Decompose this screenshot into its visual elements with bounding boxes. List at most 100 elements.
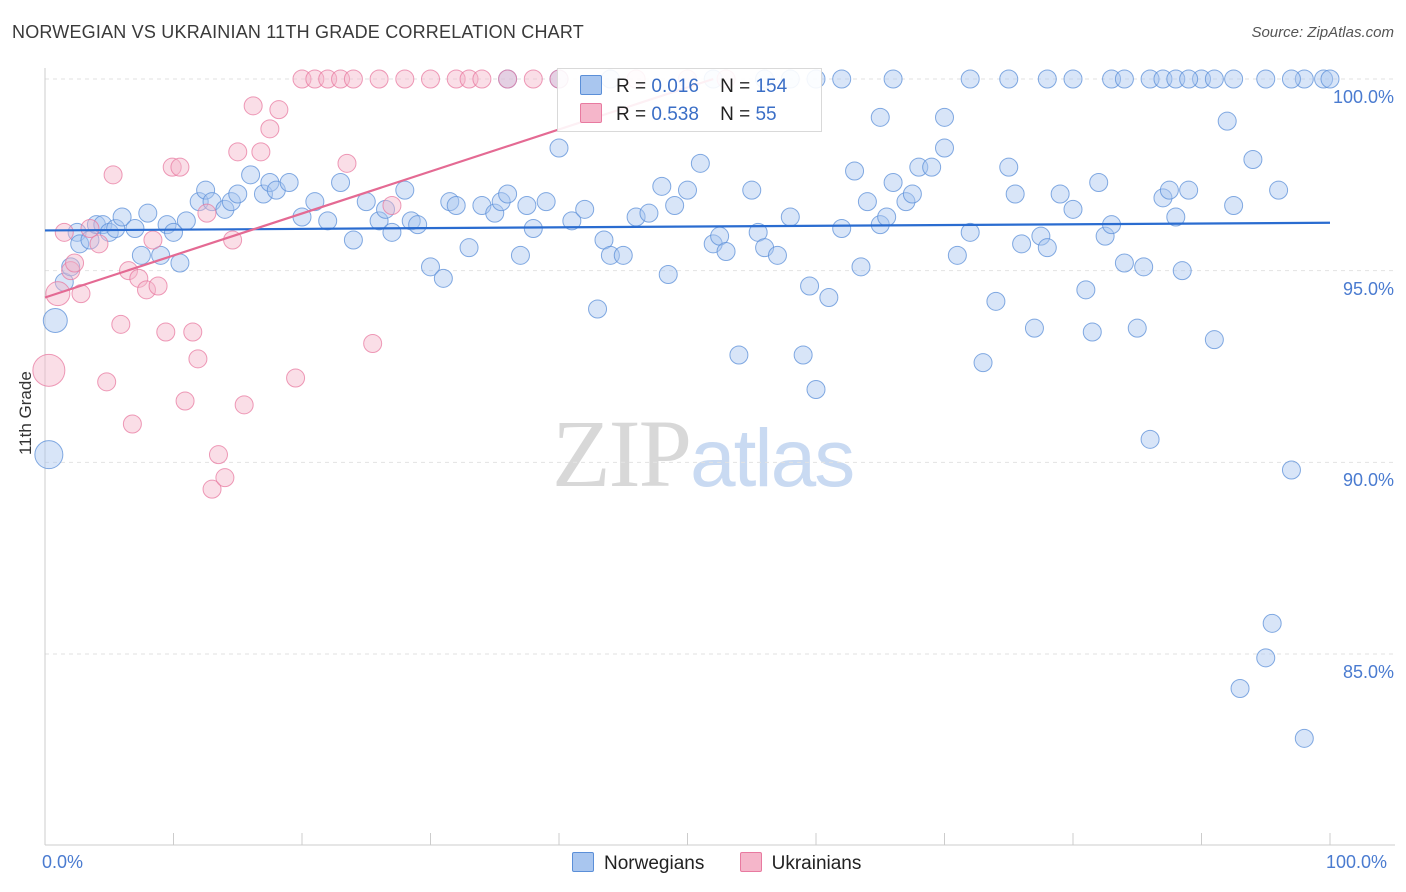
norwegian-point xyxy=(1204,69,1224,89)
norwegian-point xyxy=(369,211,389,231)
norwegian-point xyxy=(1159,180,1179,200)
norwegian-point xyxy=(1172,261,1192,281)
norwegian-point xyxy=(485,203,505,223)
legend-item-norwegians: Norwegians xyxy=(572,852,704,874)
legend-r-value: 0.538 xyxy=(651,104,699,125)
norwegian-point xyxy=(241,165,261,185)
ukrainian-point xyxy=(143,230,163,250)
norwegian-point xyxy=(260,173,280,192)
legend-swatch-pink xyxy=(580,103,602,123)
ukrainian-point xyxy=(421,69,440,89)
source-label: Source: ZipAtlas.com xyxy=(1251,24,1394,41)
norwegian-point xyxy=(498,184,518,204)
legend-n-label: N = xyxy=(720,76,751,97)
norwegian-point xyxy=(1037,69,1057,89)
norwegian-point xyxy=(935,138,954,158)
axes xyxy=(44,68,1395,846)
norwegian-point xyxy=(1281,69,1301,89)
ukrainian-point xyxy=(32,353,66,387)
norwegian-point xyxy=(106,219,126,238)
x-tick-min: 0.0% xyxy=(42,852,84,872)
legend-r-label: R = xyxy=(616,76,647,97)
norwegian-point xyxy=(562,211,582,231)
norwegian-point xyxy=(215,199,235,219)
legend-row-ukrainians: R = 0.538 N = 55 xyxy=(580,103,792,131)
legend-label-ukrainians: Ukrainians xyxy=(771,853,862,874)
ukrainian-point xyxy=(369,69,389,89)
norwegian-point xyxy=(382,222,402,242)
norwegian-point xyxy=(318,211,338,231)
ukrainian-point xyxy=(234,395,254,415)
legend-n-value: 154 xyxy=(755,76,788,97)
norwegian-point xyxy=(151,245,171,265)
norwegian-point xyxy=(517,196,537,215)
ukrainian-point xyxy=(162,157,182,177)
chart-title: NORWEGIAN VS UKRAINIAN 11TH GRADE CORREL… xyxy=(12,22,584,42)
norwegian-point xyxy=(421,257,440,277)
norwegian-point xyxy=(742,180,762,200)
norwegian-point xyxy=(131,245,151,265)
norwegian-point xyxy=(883,69,903,89)
norwegian-point xyxy=(767,245,787,265)
ukrainian-point xyxy=(286,368,306,388)
norwegian-point xyxy=(446,196,466,215)
norwegian-point xyxy=(1114,69,1134,89)
norwegian-point xyxy=(1076,280,1096,300)
norwegian-point xyxy=(1031,226,1051,246)
legend-swatch-ukrainians xyxy=(739,852,762,872)
norwegian-point xyxy=(1281,460,1301,480)
norwegian-point xyxy=(196,180,216,200)
norwegian-point xyxy=(1262,613,1282,633)
norwegian-point xyxy=(960,69,980,89)
norwegian-point xyxy=(896,192,916,212)
y-tick-label: 90.0% xyxy=(1342,470,1394,491)
norwegian-point xyxy=(1243,150,1263,169)
legend-row-norwegians: R = 0.016 N = 154 xyxy=(580,75,787,103)
legend-swatch-norwegians xyxy=(572,852,594,872)
ukrainian-point xyxy=(103,165,123,185)
y-tick-label: 85.0% xyxy=(1342,662,1394,682)
norwegian-point xyxy=(729,345,749,365)
norwegian-point xyxy=(536,192,556,212)
norwegian-point xyxy=(433,268,453,288)
norwegian-point xyxy=(1024,318,1044,338)
watermark-zip: ZIP xyxy=(552,400,692,507)
y-axis-label: 11th Grade xyxy=(16,371,35,455)
ukrainian-point xyxy=(228,142,248,162)
ukrainian-point xyxy=(97,372,117,392)
legend-n-value: 55 xyxy=(755,104,777,125)
ukrainian-point xyxy=(382,196,402,215)
norwegian-point xyxy=(176,211,196,231)
norwegian-point xyxy=(1089,173,1109,192)
norwegian-point xyxy=(800,276,820,296)
ukrainian-point xyxy=(183,322,203,342)
norwegian-point xyxy=(1037,238,1057,258)
norwegian-point xyxy=(125,219,145,238)
norwegian-point xyxy=(331,173,351,192)
legend-swatch-blue xyxy=(580,75,602,95)
norwegian-point xyxy=(1134,257,1154,277)
norwegian-point xyxy=(1256,69,1276,89)
norwegian-point xyxy=(857,192,877,212)
norwegian-point xyxy=(658,265,678,284)
norwegian-point xyxy=(652,176,672,196)
norwegians-points xyxy=(34,69,1340,748)
ukrainian-point xyxy=(137,280,157,300)
norwegian-point xyxy=(716,242,736,261)
y-tick-label: 95.0% xyxy=(1342,278,1394,299)
ukrainian-point xyxy=(156,322,176,342)
norwegian-point xyxy=(960,222,980,242)
ukrainian-point xyxy=(395,69,415,89)
norwegian-point xyxy=(877,207,897,227)
norwegian-point xyxy=(1179,69,1199,89)
norwegian-point xyxy=(1224,69,1244,89)
norwegian-point xyxy=(1179,180,1199,200)
grid-lines xyxy=(45,78,1395,655)
ukrainian-point xyxy=(260,119,280,139)
norwegian-point xyxy=(70,234,90,254)
norwegian-point xyxy=(1314,69,1334,89)
ukrainian-point xyxy=(498,69,518,89)
norwegian-point xyxy=(170,253,190,273)
ukrainian-point xyxy=(472,69,492,89)
norwegian-point xyxy=(253,184,273,204)
